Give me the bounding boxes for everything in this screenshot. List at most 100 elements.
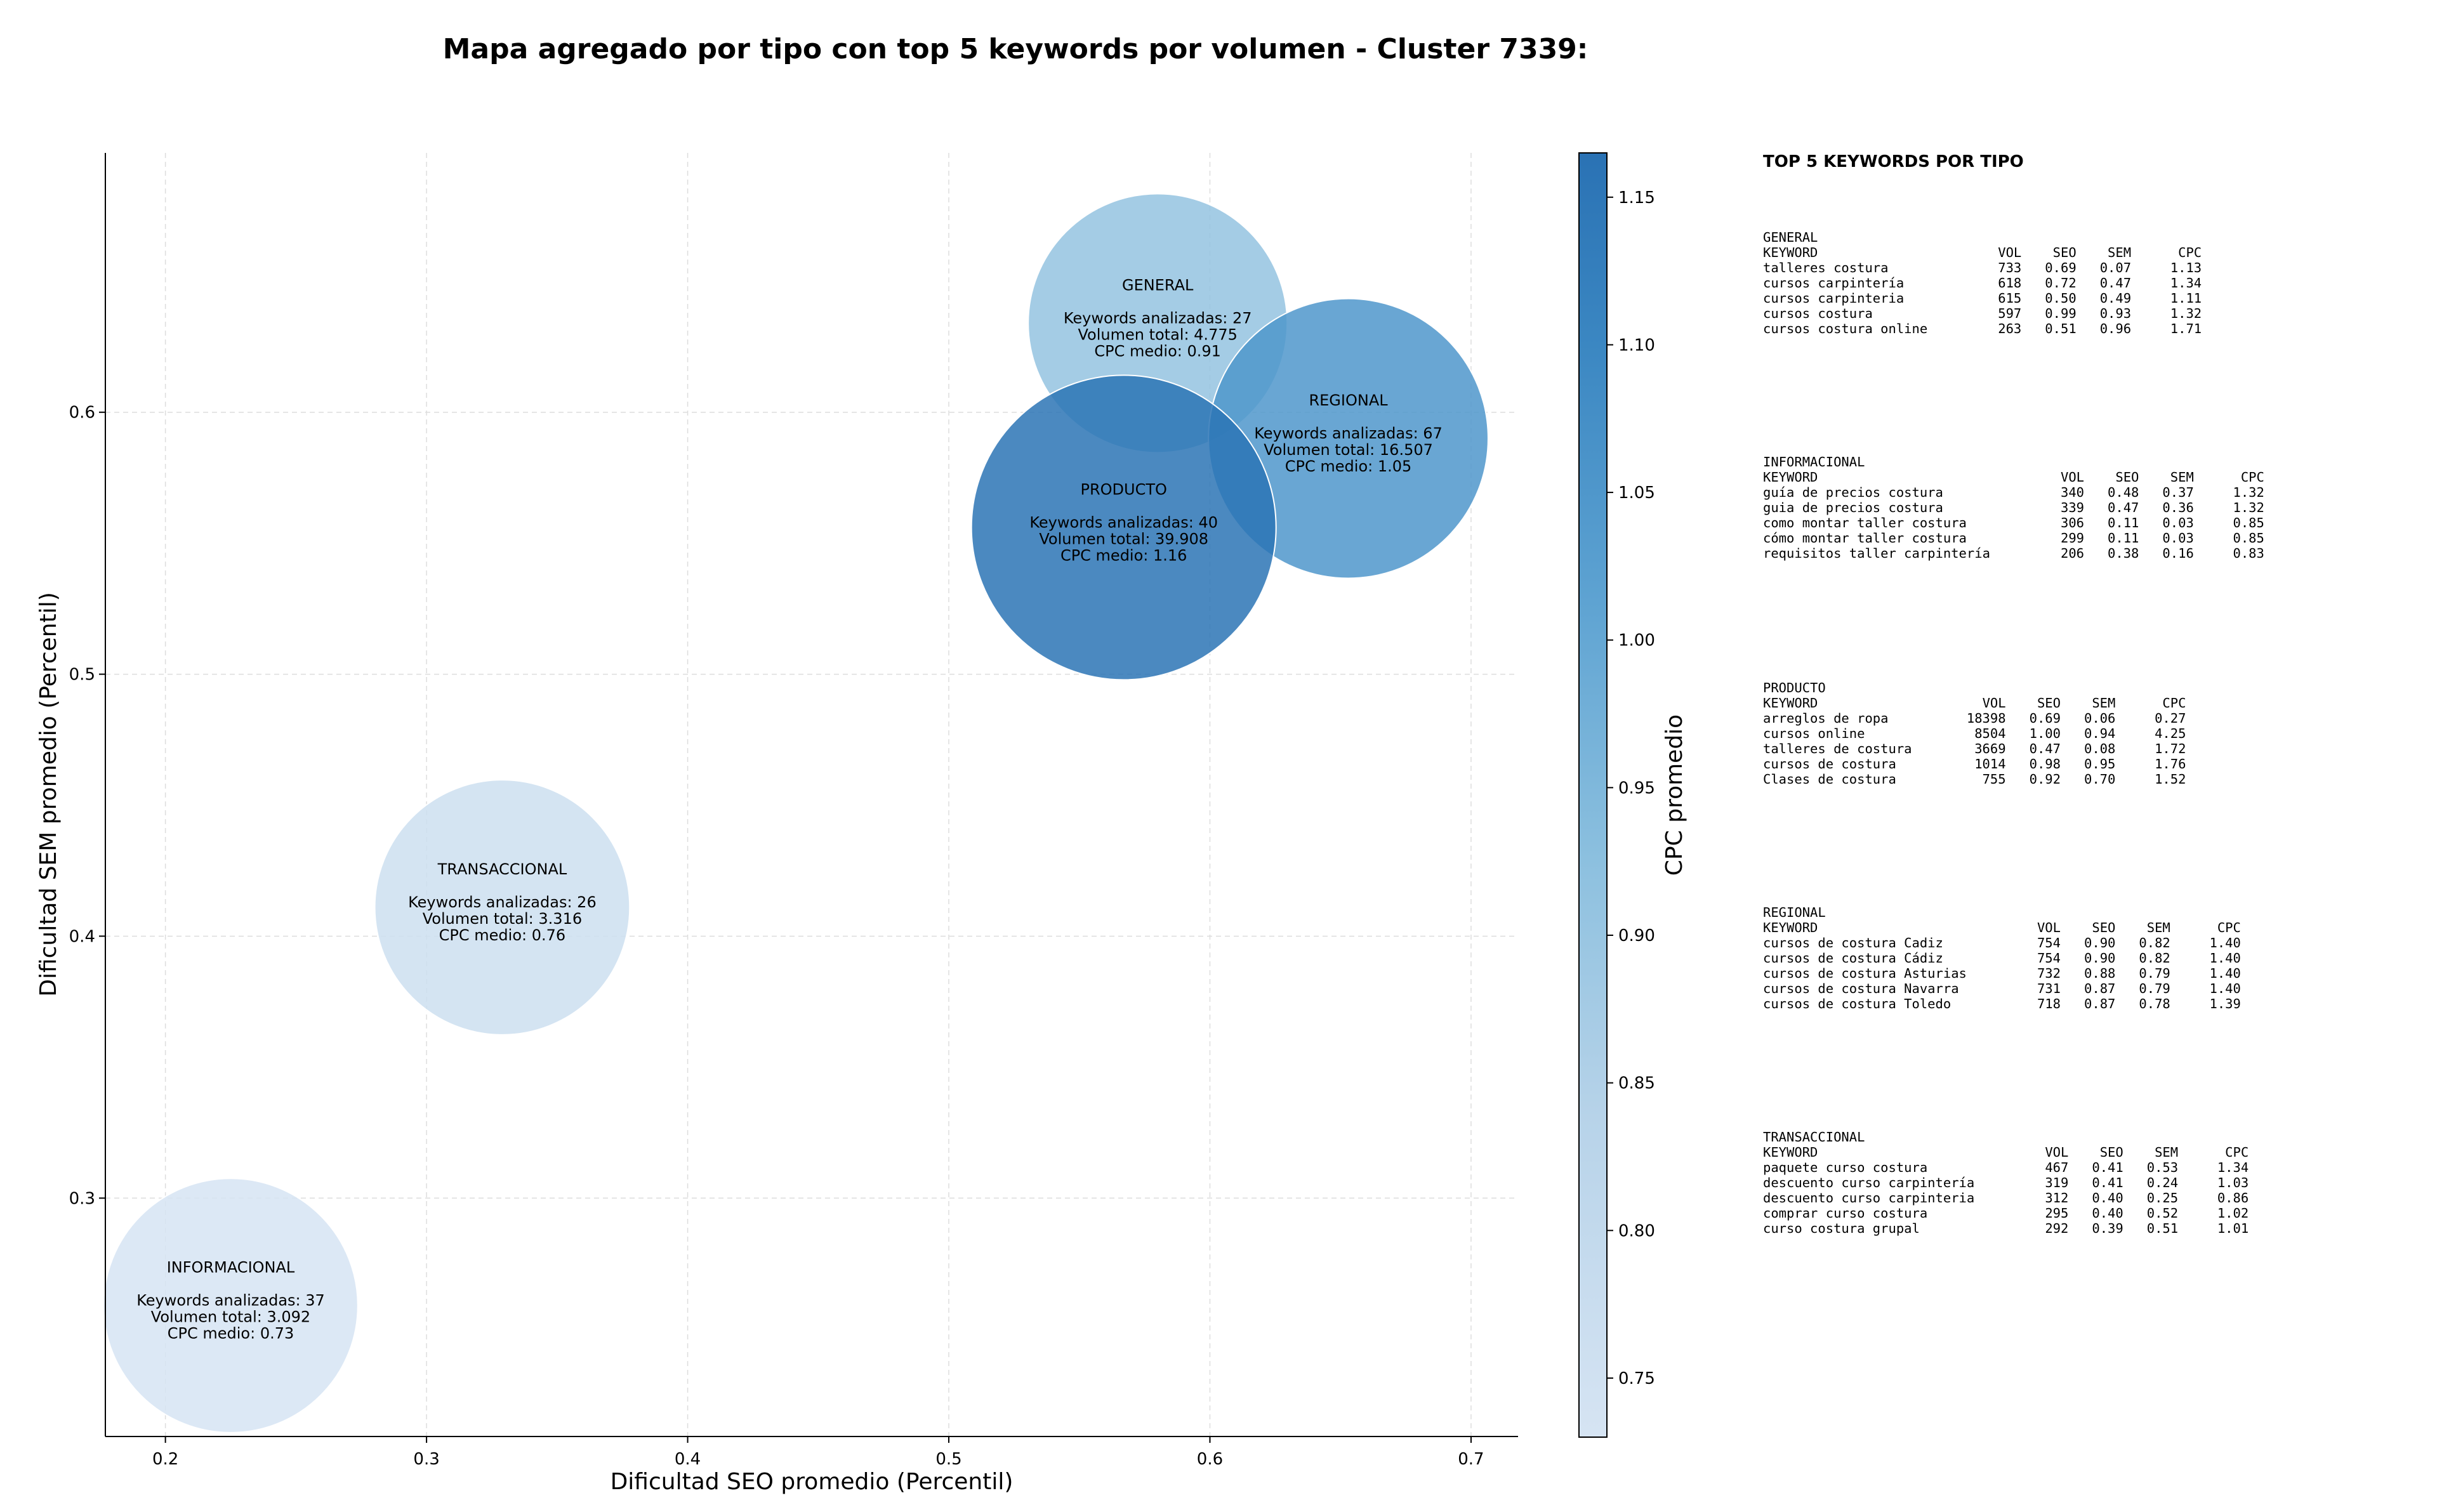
cell-vol: 319 <box>2045 1175 2069 1190</box>
cell-keyword: cursos de costura Toledo <box>1763 996 1952 1011</box>
cell-keyword: cursos carpintería <box>1763 275 1905 291</box>
cell-seo: 0.11 <box>2108 530 2139 546</box>
axis-ticks: 0.2 0.3 0.4 0.5 0.6 0.7 0.3 0.4 0.5 0.6 <box>69 404 1484 1469</box>
cell-keyword: cursos de costura Cadiz <box>1763 935 1943 950</box>
cell-cpc: 0.27 <box>2155 711 2186 726</box>
keyword-group-general: GENERAL KEYWORD VOL SEO SEM CPC talleres costu… <box>1763 230 2202 336</box>
keyword-table-header: KEYWORD VOL SEO SEM CPC <box>1763 695 2186 711</box>
keyword-row: talleres de costura 3669 0.47 0.08 1.72 <box>1763 741 2186 756</box>
keyword-row: Clases de costura 755 0.92 0.70 1.52 <box>1763 772 2186 787</box>
cell-vol: 618 <box>1998 275 2022 291</box>
cell-cpc: 1.34 <box>2217 1160 2249 1175</box>
keyword-row: descuento curso carpintería 319 0.41 0.24 1.… <box>1763 1175 2249 1190</box>
y-tick-label: 0.3 <box>69 1189 95 1208</box>
cell-sem: 0.79 <box>2139 981 2170 996</box>
cell-sem: 0.24 <box>2146 1175 2179 1190</box>
cell-vol: 1014 <box>1974 756 2006 772</box>
cell-sem: 0.25 <box>2146 1190 2179 1206</box>
bubble-producto <box>970 374 1277 681</box>
colorbar-tick-label: 0.95 <box>1618 779 1655 798</box>
keyword-row: requisitos taller carpintería 206 0.38 0.16… <box>1763 546 2264 561</box>
keyword-row: cursos de costura Navarra 731 0.87 0.79 1.40 <box>1763 981 2241 996</box>
cell-cpc: 0.85 <box>2233 530 2264 546</box>
header-vol: VOL <box>2037 920 2061 935</box>
cell-vol: 339 <box>2060 500 2085 515</box>
cell-seo: 0.41 <box>2092 1175 2123 1190</box>
keyword-row: cursos costura 597 0.99 0.93 1.32 <box>1763 306 2202 321</box>
keyword-table: KEYWORD VOL SEO SEM CPC paquete curso costura… <box>1763 1145 2249 1236</box>
cell-vol: 731 <box>2037 981 2061 996</box>
keyword-row: paquete curso costura 467 0.41 0.53 1.34 <box>1763 1160 2249 1175</box>
keyword-row: descuento curso carpinteria 312 0.40 0.25 0.… <box>1763 1190 2249 1206</box>
x-tick-label: 0.3 <box>413 1450 439 1469</box>
bubble-type-label: REGIONAL <box>1309 391 1388 409</box>
colorbar-tick-label: 1.15 <box>1618 188 1655 207</box>
colorbar-tick-label: 1.00 <box>1618 631 1655 650</box>
keywords-panel: TOP 5 KEYWORDS POR TIPO GENERAL KEYWORD VO… <box>1763 152 2423 1485</box>
cell-vol: 597 <box>1998 306 2022 321</box>
cell-cpc: 1.32 <box>2170 306 2202 321</box>
keyword-group-transaccional: TRANSACCIONAL KEYWORD VOL SEO SEM CPC paquete … <box>1763 1129 2249 1236</box>
cell-keyword: cursos online <box>1763 726 1865 741</box>
keyword-row: cursos de costura Asturias 732 0.88 0.79 1.4… <box>1763 966 2241 981</box>
cell-cpc: 1.32 <box>2233 500 2264 515</box>
cell-cpc: 1.11 <box>2170 291 2202 306</box>
cell-keyword: cursos de costura Asturias <box>1763 966 1967 981</box>
x-tick-label: 0.7 <box>1458 1450 1484 1469</box>
bubble-type-label: GENERAL <box>1122 276 1194 294</box>
cell-vol: 754 <box>2037 950 2061 966</box>
colorbar-tick-label: 0.90 <box>1618 926 1655 945</box>
bubble-cpc-mean: CPC medio: 1.16 <box>1060 546 1187 564</box>
cell-vol: 3669 <box>1974 741 2006 756</box>
header-keyword: KEYWORD <box>1763 470 1818 485</box>
cell-vol: 206 <box>2060 546 2085 561</box>
bubble-volume-total: Volumen total: 16.507 <box>1264 441 1433 459</box>
cell-vol: 18398 <box>1966 711 2006 726</box>
cell-cpc: 1.34 <box>2170 275 2202 291</box>
x-tick-label: 0.6 <box>1197 1450 1223 1469</box>
cell-cpc: 1.40 <box>2209 935 2241 950</box>
cell-keyword: cursos de costura Cádiz <box>1763 950 1943 966</box>
keyword-row: como montar taller costura 306 0.11 0.03 0.8… <box>1763 515 2264 530</box>
header-keyword: KEYWORD <box>1763 1145 1818 1160</box>
cell-keyword: cómo montar taller costura <box>1763 530 1967 546</box>
keyword-row: cursos de costura Toledo 718 0.87 0.78 1.39 <box>1763 996 2241 1011</box>
cell-sem: 0.79 <box>2139 966 2170 981</box>
cell-cpc: 1.76 <box>2155 756 2186 772</box>
header-keyword: KEYWORD <box>1763 245 1818 260</box>
keyword-group-name: REGIONAL <box>1763 905 1826 920</box>
cell-seo: 0.48 <box>2108 485 2139 500</box>
cell-seo: 0.98 <box>2029 756 2061 772</box>
header-sem: SEM <box>2146 920 2170 935</box>
keyword-group-producto: PRODUCTO KEYWORD VOL SEO SEM CPC arreglos de r… <box>1763 680 2186 787</box>
cell-vol: 467 <box>2045 1160 2069 1175</box>
header-sem: SEM <box>2155 1145 2179 1160</box>
cell-vol: 755 <box>1982 772 2006 787</box>
cell-keyword: descuento curso carpintería <box>1763 1175 1975 1190</box>
cell-sem: 0.51 <box>2146 1221 2179 1236</box>
cell-seo: 0.38 <box>2108 546 2139 561</box>
y-tick-label: 0.5 <box>69 666 95 685</box>
cell-sem: 0.96 <box>2099 321 2132 336</box>
bubble-informacional <box>103 1178 359 1433</box>
header-cpc: CPC <box>2225 1145 2249 1160</box>
keyword-table: KEYWORD VOL SEO SEM CPC cursos de costura Cad… <box>1763 920 2241 1011</box>
cell-seo: 0.92 <box>2029 772 2061 787</box>
bubble-type-label: TRANSACCIONAL <box>437 860 567 878</box>
cell-cpc: 1.40 <box>2209 981 2241 996</box>
cell-vol: 295 <box>2045 1206 2069 1221</box>
cell-vol: 733 <box>1998 260 2022 275</box>
cell-cpc: 1.01 <box>2217 1221 2249 1236</box>
header-cpc: CPC <box>2240 470 2264 485</box>
keyword-row: cursos costura online 263 0.51 0.96 1.71 <box>1763 321 2202 336</box>
cell-sem: 0.52 <box>2146 1206 2179 1221</box>
cell-keyword: guia de precios costura <box>1763 500 1943 515</box>
cell-vol: 306 <box>2060 515 2085 530</box>
keyword-table-header: KEYWORD VOL SEO SEM CPC <box>1763 1145 2249 1160</box>
cell-sem: 0.03 <box>2162 530 2194 546</box>
keyword-group-informacional: INFORMACIONAL KEYWORD VOL SEO SEM CPC guía de … <box>1763 454 2264 561</box>
cell-sem: 0.06 <box>2084 711 2116 726</box>
keyword-table: KEYWORD VOL SEO SEM CPC guía de precios costu… <box>1763 470 2264 561</box>
cell-cpc: 1.13 <box>2170 260 2202 275</box>
